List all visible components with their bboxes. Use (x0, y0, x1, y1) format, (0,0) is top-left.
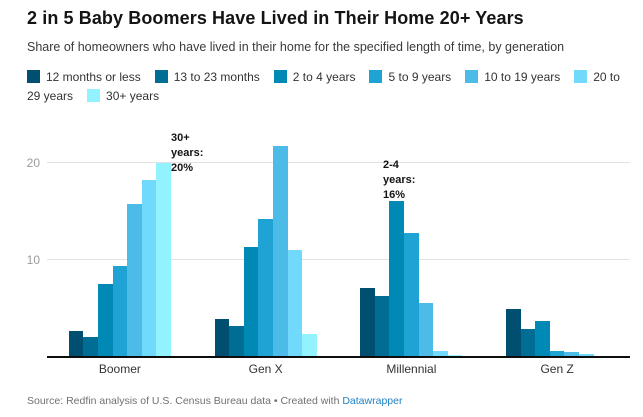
bar-5-to-9-years-millennial[interactable] (404, 232, 419, 357)
bar-5-to-9-years-gen-z[interactable] (549, 351, 565, 357)
annotation: 2-4 years: 16% (383, 159, 416, 201)
legend-label: 20 to 29 years (27, 70, 620, 103)
y-axis-tick-label: 20 (26, 155, 40, 170)
legend-swatch (27, 70, 40, 83)
legend-swatch (154, 70, 168, 83)
x-axis-label-gen-z: Gen Z (540, 362, 574, 376)
legend-item-2-to-4-years: 2 to 4 years (273, 70, 356, 84)
annotation: 30+ years: 20% (171, 132, 204, 174)
x-axis-label-millennial: Millennial (386, 362, 437, 376)
legend-label: 12 months or less (46, 70, 141, 84)
datawrapper-link[interactable]: Datawrapper (342, 395, 403, 407)
bar-10-to-19-years-gen-x[interactable] (272, 146, 288, 357)
chart-description: Share of homeowners who have lived in th… (27, 40, 565, 54)
legend-item-5-to-9-years: 5 to 9 years (369, 70, 451, 84)
legend-swatch (465, 70, 479, 83)
legend-label: 5 to 9 years (388, 70, 452, 84)
bar-10-to-19-years-boomer[interactable] (127, 204, 142, 357)
bar-5-to-9-years-boomer[interactable] (112, 265, 128, 357)
bar-2-to-4-years-boomer[interactable] (97, 284, 113, 357)
legend-label: 13 to 23 months (173, 70, 260, 84)
bar-13-to-23-months-millennial[interactable] (374, 295, 390, 357)
legend-item-13-to-23-months: 13 to 23 months (154, 70, 260, 84)
bar-2-to-4-years-millennial[interactable] (389, 201, 405, 357)
bar-2-to-4-years-gen-x[interactable] (243, 247, 259, 357)
bar-10-to-19-years-gen-z[interactable] (564, 352, 580, 357)
chart-title: 2 in 5 Baby Boomers Have Lived in Their … (27, 8, 524, 28)
bar-13-to-23-months-gen-z[interactable] (520, 328, 536, 357)
legend-item-12-months-or-less: 12 months or less (27, 70, 141, 84)
legend: 12 months or less 13 to 23 months 2 to 4 y… (27, 68, 635, 106)
plot-area: 10 20 30+ years: 20% 2-4 years: 16% (0, 128, 643, 358)
legend-swatch (574, 70, 588, 83)
legend-label: 2 to 4 years (292, 70, 356, 84)
bar-20-to-29-years-boomer[interactable] (141, 180, 157, 357)
legend-label: 10 to 19 years (484, 70, 561, 84)
bar-5-to-9-years-gen-x[interactable] (258, 218, 273, 357)
bar-group-millennial (339, 128, 485, 357)
source-note: Source: Redfin analysis of U.S. Census B… (27, 395, 633, 407)
bar-30-years-gen-x[interactable] (302, 333, 317, 357)
x-axis-label-gen-x: Gen X (248, 362, 283, 376)
bar-13-to-23-months-boomer[interactable] (83, 336, 98, 357)
x-axis-label-boomer: Boomer (98, 362, 141, 376)
legend-swatch (273, 70, 287, 83)
legend-item-10-to-19-years: 10 to 19 years (465, 70, 560, 84)
bar-12-months-or-less-millennial[interactable] (360, 288, 375, 357)
bar-group-gen-x (193, 128, 339, 357)
x-axis-baseline (47, 356, 630, 358)
bar-2-to-4-years-gen-z[interactable] (535, 321, 550, 357)
bar-20-to-29-years-millennial[interactable] (433, 351, 448, 357)
legend-item-30-years: 30+ years (87, 89, 159, 103)
legend-swatch (369, 70, 383, 83)
bar-30-years-boomer[interactable] (156, 162, 171, 357)
legend-item-20-to-29-years: 20 to 29 years (27, 70, 620, 103)
bar-12-months-or-less-boomer[interactable] (68, 330, 84, 357)
bar-12-months-or-less-gen-x[interactable] (214, 319, 230, 357)
bar-20-to-29-years-gen-x[interactable] (287, 250, 303, 357)
gridline (47, 161, 630, 163)
bar-group-boomer (47, 128, 193, 357)
gridline (47, 258, 630, 260)
x-axis-labels: Boomer Gen X Millennial Gen Z (0, 362, 643, 378)
y-axis-tick-label: 10 (26, 252, 40, 267)
source-text: Source: Redfin analysis of U.S. Census B… (27, 395, 343, 407)
bar-group-gen-z (484, 128, 630, 357)
bar-12-months-or-less-gen-z[interactable] (506, 309, 521, 357)
legend-swatch (87, 89, 101, 102)
bar-13-to-23-months-gen-x[interactable] (229, 325, 244, 357)
bar-20-to-29-years-gen-z[interactable] (579, 354, 594, 357)
legend-label: 30+ years (106, 89, 160, 103)
bar-10-to-19-years-millennial[interactable] (418, 302, 434, 357)
